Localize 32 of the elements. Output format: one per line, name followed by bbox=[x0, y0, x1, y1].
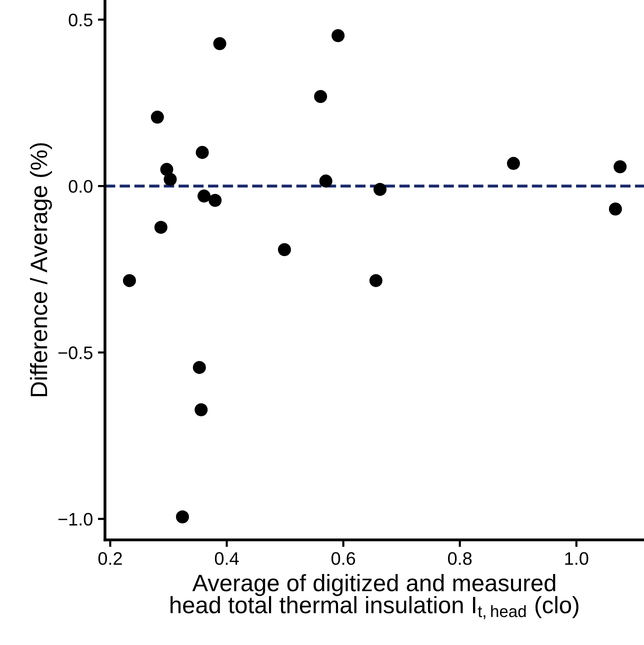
point bbox=[154, 220, 168, 234]
point bbox=[122, 274, 136, 288]
x-tick-label: 0.4 bbox=[214, 552, 239, 565]
y-tick-label: −1.0 bbox=[58, 512, 92, 526]
point bbox=[374, 182, 387, 196]
point bbox=[314, 90, 328, 104]
x-tick-label: 0.8 bbox=[448, 552, 472, 565]
point bbox=[208, 194, 222, 207]
point bbox=[213, 37, 226, 50]
y-tick-label: 0.0 bbox=[68, 180, 92, 193]
y-axis-title: Difference / Average (%) bbox=[30, 143, 52, 396]
point bbox=[332, 29, 345, 42]
point bbox=[194, 403, 208, 416]
point bbox=[198, 190, 211, 203]
point bbox=[608, 202, 622, 216]
y-tick-label: 0.5 bbox=[68, 14, 92, 26]
point bbox=[164, 172, 177, 186]
point bbox=[614, 160, 627, 174]
x-tick-label: 0.2 bbox=[98, 552, 122, 565]
x-tick-label: 0.6 bbox=[331, 552, 356, 565]
point bbox=[196, 146, 209, 159]
point bbox=[150, 110, 164, 124]
x-tick-label: 1.0 bbox=[565, 552, 588, 565]
point bbox=[176, 510, 189, 524]
x-axis-title: Average of digitized and measured head total thermal insulation I$_{t,head}$ (clo) bbox=[170, 574, 578, 620]
point bbox=[506, 156, 520, 170]
point bbox=[369, 274, 382, 288]
point bbox=[160, 162, 174, 176]
point bbox=[192, 360, 206, 374]
point bbox=[319, 174, 332, 188]
point bbox=[278, 243, 291, 256]
y-tick-label: −0.5 bbox=[58, 346, 92, 360]
